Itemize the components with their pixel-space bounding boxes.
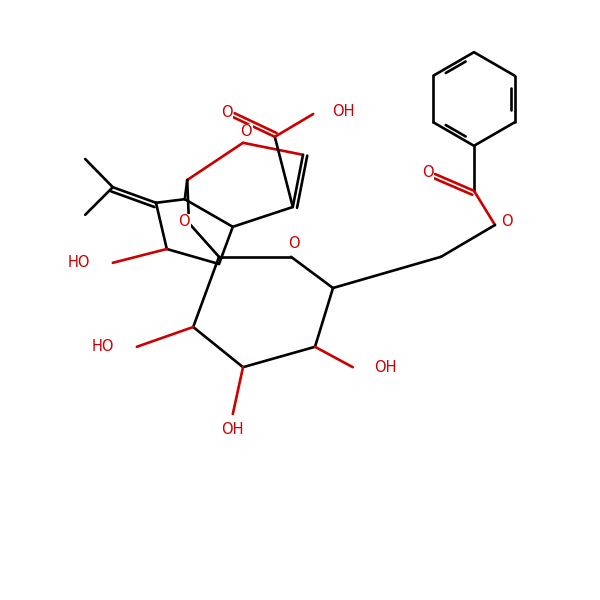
- Text: OH: OH: [221, 421, 244, 437]
- Text: OH: OH: [374, 359, 396, 374]
- Text: O: O: [501, 214, 512, 229]
- Text: O: O: [288, 236, 300, 251]
- Text: HO: HO: [67, 256, 90, 270]
- Text: O: O: [221, 105, 233, 120]
- Text: HO: HO: [91, 340, 114, 354]
- Text: O: O: [178, 214, 190, 229]
- Text: OH: OH: [332, 103, 355, 118]
- Text: O: O: [422, 166, 434, 181]
- Text: O: O: [240, 124, 252, 139]
